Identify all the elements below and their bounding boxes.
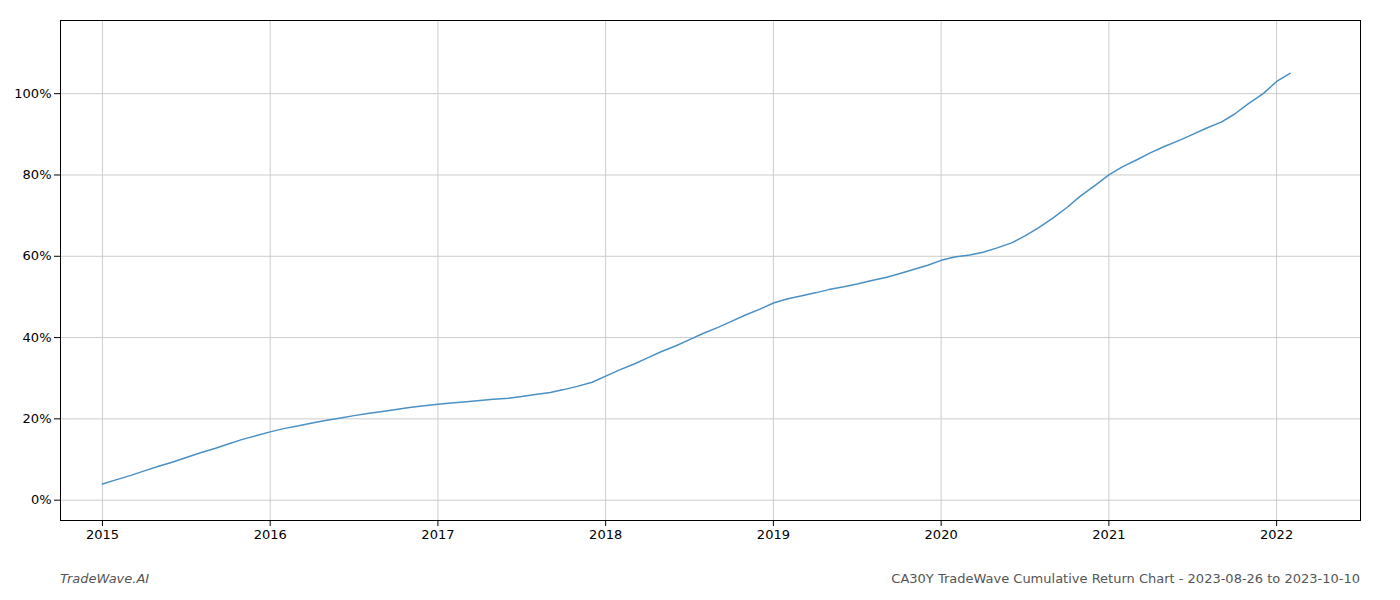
svg-text:2019: 2019 [757, 527, 790, 542]
svg-text:2020: 2020 [925, 527, 958, 542]
html-text:TradeWave.AI: TradeWave.AI [60, 570, 150, 586]
svg-text:20%: 20% [23, 411, 52, 426]
svg-text:100%: 100% [14, 86, 51, 101]
svg-text:40%: 40% [23, 330, 52, 345]
svg-text:2017: 2017 [421, 527, 454, 542]
svg-text:2018: 2018 [589, 527, 622, 542]
svg-text:60%: 60% [23, 248, 52, 263]
svg-text:2022: 2022 [1260, 527, 1293, 542]
svg-text:2021: 2021 [1092, 527, 1125, 542]
svg-text:2015: 2015 [86, 527, 119, 542]
svg-text:0%: 0% [31, 492, 52, 507]
html-text:CA30Y TradeWave Cumulative Ret: CA30Y TradeWave Cumulative Return Chart … [891, 570, 1360, 586]
svg-text:80%: 80% [23, 167, 52, 182]
svg-text:2016: 2016 [254, 527, 287, 542]
